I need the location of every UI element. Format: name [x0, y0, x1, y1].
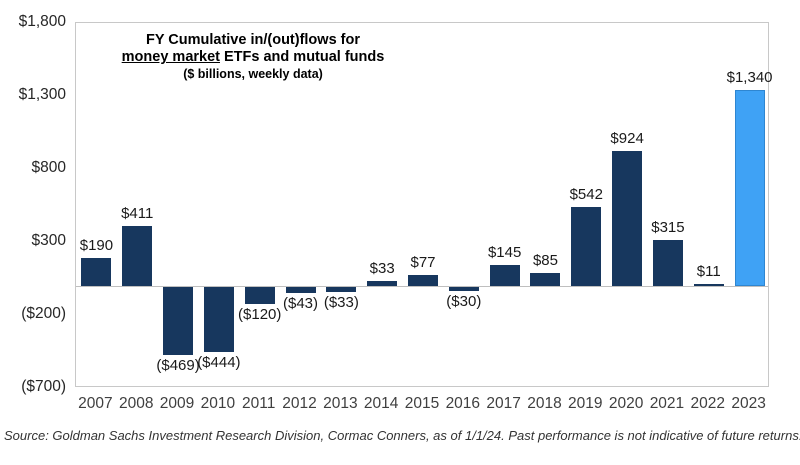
x-tick-2010: 2010	[200, 395, 236, 412]
x-tick-2013: 2013	[323, 395, 358, 412]
x-tick-2014: 2014	[363, 395, 399, 412]
bar-2018	[530, 273, 561, 286]
x-tick-2019: 2019	[568, 395, 603, 412]
bar-2013	[326, 286, 357, 292]
source-note: Source: Goldman Sachs Investment Researc…	[4, 428, 800, 443]
chart-title-line2: money market ETFs and mutual funds	[88, 49, 418, 66]
chart-title-line3: ($ billions, weekly data)	[183, 67, 323, 81]
bar-label-2014: $33	[369, 259, 395, 277]
bar-2010	[203, 286, 234, 352]
bar-label-2018: $85	[532, 252, 558, 270]
x-tick-2023: 2023	[731, 395, 766, 412]
y-tick-1300: $1,300	[18, 86, 66, 103]
bar-label-2020: $924	[610, 129, 644, 147]
x-tick-2020: 2020	[608, 395, 644, 412]
bar-2012	[285, 286, 316, 294]
bar-2021	[652, 239, 683, 286]
y-tick-1800: $1,800	[18, 13, 66, 30]
bar-label-2013: ($33)	[323, 293, 359, 311]
x-tick-2015: 2015	[404, 395, 440, 412]
bar-2022	[693, 284, 724, 286]
bar-label-2016: ($30)	[446, 293, 482, 311]
chart-title-line1: FY Cumulative in/(out)flows for	[145, 32, 360, 48]
x-tick-2008: 2008	[118, 395, 154, 412]
x-tick-2018: 2018	[527, 395, 562, 412]
bar-2009	[163, 286, 194, 356]
x-tick-2007: 2007	[78, 395, 113, 412]
x-tick-2011: 2011	[242, 395, 276, 412]
bar-label-2023: $1,340	[726, 69, 773, 87]
bar-label-2010: ($444)	[197, 353, 241, 371]
x-tick-2022: 2022	[690, 395, 725, 412]
bar-label-2019: $542	[569, 185, 603, 203]
bar-label-2015: $77	[410, 253, 436, 271]
bar-2017	[489, 264, 520, 286]
bar-2020	[612, 150, 643, 286]
y-tick--700: ($700)	[21, 378, 66, 395]
y-tick-300: $300	[31, 232, 66, 249]
bar-2016	[448, 286, 479, 292]
x-tick-2012: 2012	[282, 395, 317, 412]
bar-label-2017: $145	[487, 243, 522, 261]
bar-label-2008: $411	[121, 204, 154, 222]
x-tick-2021: 2021	[649, 395, 685, 412]
chart-title-underlined: money market	[121, 49, 220, 65]
bar-2014	[367, 280, 398, 286]
chart-title: FY Cumulative in/(out)flows for money ma…	[88, 32, 418, 83]
bar-label-2022: $11	[696, 263, 721, 281]
bar-2019	[571, 206, 602, 286]
bar-2008	[122, 225, 153, 286]
zero-axis-line	[76, 285, 768, 287]
plot-area: FY Cumulative in/(out)flows for money ma…	[75, 22, 773, 387]
bar-2023	[734, 90, 765, 286]
bar-2015	[408, 274, 438, 286]
chart-title-line2-rest: ETFs and mutual funds	[219, 49, 385, 65]
bar-label-2009: ($469)	[156, 357, 200, 375]
x-tick-2017: 2017	[486, 395, 521, 412]
bar-2007	[81, 258, 112, 286]
bar-label-2021: $315	[651, 218, 685, 236]
bar-label-2011: ($120)	[238, 306, 282, 324]
x-tick-2009: 2009	[159, 395, 195, 412]
y-tick--200: ($200)	[21, 305, 66, 322]
x-tick-2016: 2016	[445, 395, 481, 412]
bar-label-2007: $190	[79, 237, 114, 255]
bar-2011	[244, 286, 275, 305]
bar-label-2012: ($43)	[283, 295, 319, 313]
y-tick-800: $800	[31, 159, 66, 176]
